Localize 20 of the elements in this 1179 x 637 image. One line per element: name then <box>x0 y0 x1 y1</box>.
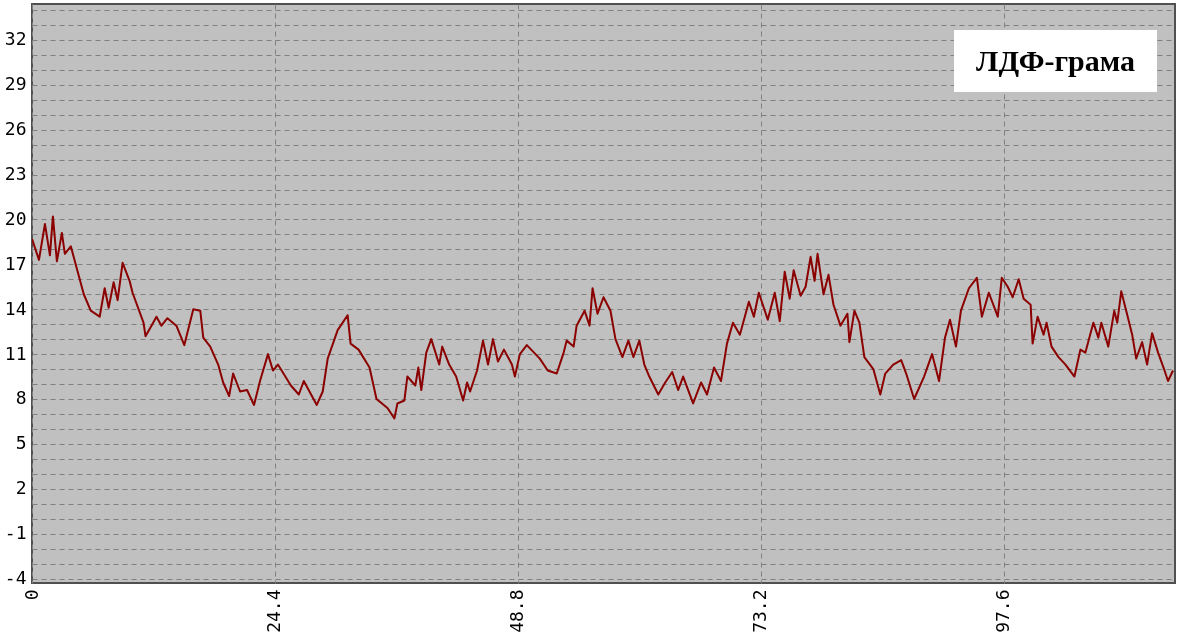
y-tick-label: 20 <box>4 207 27 229</box>
y-tick-label: 32 <box>4 28 27 50</box>
y-tick-label: -4 <box>4 567 27 589</box>
y-tick-label: 8 <box>15 387 27 409</box>
x-tick-label: 48.8 <box>506 589 528 633</box>
x-tick-label: 97.6 <box>992 589 1014 633</box>
y-tick-label: 17 <box>4 252 27 274</box>
y-tick-label: -1 <box>4 522 27 544</box>
x-tick-label: 0 <box>20 589 42 601</box>
line-series <box>32 215 1175 420</box>
y-tick-label: 2 <box>15 477 27 499</box>
y-tick-label: 5 <box>15 432 27 454</box>
x-tick-label: 24.4 <box>263 589 285 633</box>
annotation: ЛДФ-грама <box>954 30 1157 92</box>
y-tick-label: 23 <box>4 163 27 185</box>
y-tick-label: 14 <box>4 297 27 319</box>
y-tick-label: 29 <box>4 73 27 95</box>
y-tick-label: 26 <box>4 118 27 140</box>
x-tick-label: 73.2 <box>749 589 771 633</box>
y-tick-label: 11 <box>4 342 27 364</box>
